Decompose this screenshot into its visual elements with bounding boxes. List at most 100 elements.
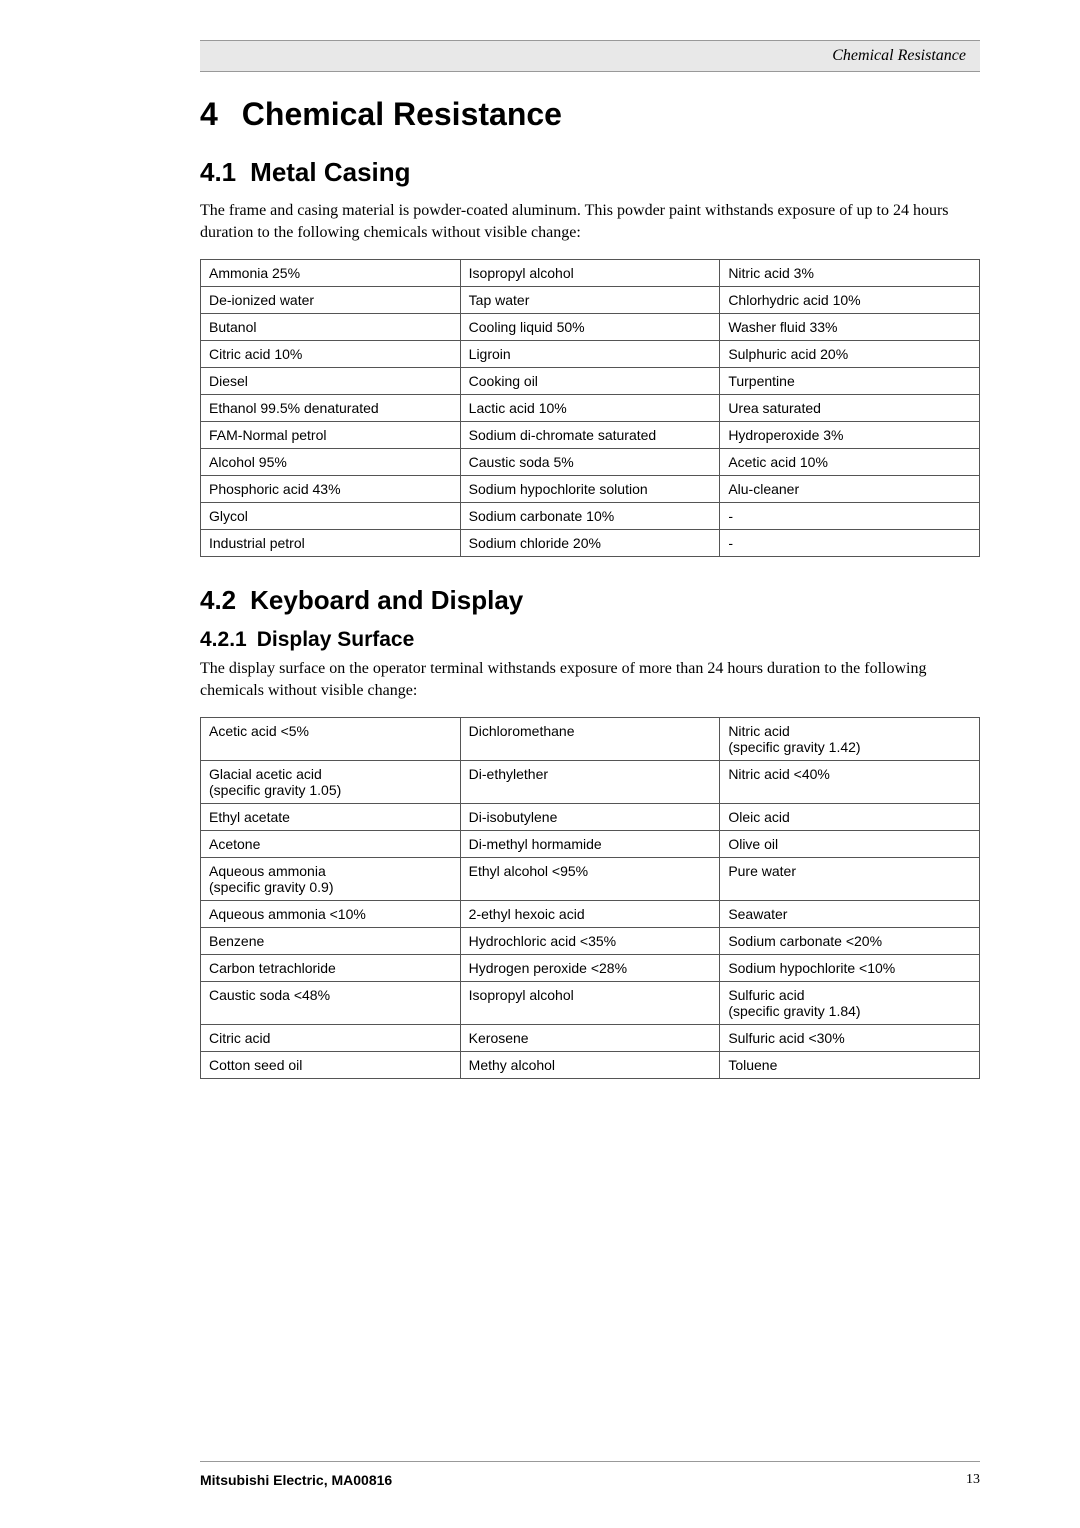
table-cell: Sodium di-chromate saturated [460,421,720,448]
table-cell: Sulphuric acid 20% [720,340,980,367]
table-cell: Washer fluid 33% [720,313,980,340]
table-cell: Nitric acid(specific gravity 1.42) [720,717,980,760]
table-cell: Seawater [720,900,980,927]
table-cell: Di-isobutylene [460,803,720,830]
table-cell: Glacial acetic acid(specific gravity 1.0… [201,760,461,803]
table-cell: Aqueous ammonia <10% [201,900,461,927]
footer-page-number: 13 [966,1472,980,1488]
table-cell: Sodium hypochlorite <10% [720,954,980,981]
table-row: Acetic acid <5%DichloromethaneNitric aci… [201,717,980,760]
table-row: Ethyl acetateDi-isobutyleneOleic acid [201,803,980,830]
display-surface-table: Acetic acid <5%DichloromethaneNitric aci… [200,717,980,1079]
heading-41-title: Metal Casing [250,157,410,187]
table-cell: - [720,529,980,556]
table-cell: Glycol [201,502,461,529]
table-cell: Diesel [201,367,461,394]
heading-chapter-number: 4 [200,96,218,132]
table-cell: Caustic soda <48% [201,981,461,1024]
table-cell: Cooking oil [460,367,720,394]
table-cell: Sulfuric acid <30% [720,1024,980,1051]
table-row: Citric acid 10%LigroinSulphuric acid 20% [201,340,980,367]
table-cell: Turpentine [720,367,980,394]
table-cell: Sodium carbonate <20% [720,927,980,954]
table-row: De-ionized waterTap waterChlorhydric aci… [201,286,980,313]
table-cell: Sodium carbonate 10% [460,502,720,529]
table-row: Phosphoric acid 43%Sodium hypochlorite s… [201,475,980,502]
table-cell: Ethyl acetate [201,803,461,830]
table-cell: Acetic acid <5% [201,717,461,760]
table-row: Alcohol 95%Caustic soda 5%Acetic acid 10… [201,448,980,475]
table-cell: Isopropyl alcohol [460,259,720,286]
table-cell: Phosphoric acid 43% [201,475,461,502]
display-surface-intro: The display surface on the operator term… [200,658,980,703]
page-footer: Mitsubishi Electric, MA00816 13 [200,1461,980,1488]
table-cell: Ethyl alcohol <95% [460,857,720,900]
table-cell: Butanol [201,313,461,340]
table-row: Carbon tetrachlorideHydrogen peroxide <2… [201,954,980,981]
table-cell: Hydrogen peroxide <28% [460,954,720,981]
table-cell: Aqueous ammonia(specific gravity 0.9) [201,857,461,900]
table-cell: Tap water [460,286,720,313]
table-row: Ethanol 99.5% denaturatedLactic acid 10%… [201,394,980,421]
table-cell: Ammonia 25% [201,259,461,286]
table-cell: Nitric acid <40% [720,760,980,803]
table-cell: Oleic acid [720,803,980,830]
table-row: Caustic soda <48%Isopropyl alcoholSulfur… [201,981,980,1024]
table-cell: Cotton seed oil [201,1051,461,1078]
table-row: BenzeneHydrochloric acid <35%Sodium carb… [201,927,980,954]
table-cell: Di-methyl hormamide [460,830,720,857]
table-row: Citric acidKeroseneSulfuric acid <30% [201,1024,980,1051]
heading-keyboard-display: 4.2 Keyboard and Display [200,585,980,616]
header-section-title: Chemical Resistance [200,40,980,72]
table-cell: Hydroperoxide 3% [720,421,980,448]
table-cell: Carbon tetrachloride [201,954,461,981]
table-cell: Benzene [201,927,461,954]
table-cell: Citric acid 10% [201,340,461,367]
table-cell: Dichloromethane [460,717,720,760]
table-cell: Pure water [720,857,980,900]
table-cell: Acetone [201,830,461,857]
table-cell: Cooling liquid 50% [460,313,720,340]
metal-casing-table: Ammonia 25%Isopropyl alcoholNitric acid … [200,259,980,557]
table-cell: Nitric acid 3% [720,259,980,286]
table-cell: - [720,502,980,529]
heading-41-number: 4.1 [200,157,236,187]
table-cell: Toluene [720,1051,980,1078]
table-cell: Olive oil [720,830,980,857]
table-cell: Industrial petrol [201,529,461,556]
table-cell: Alcohol 95% [201,448,461,475]
table-cell: Urea saturated [720,394,980,421]
table-cell: Chlorhydric acid 10% [720,286,980,313]
table-cell: Kerosene [460,1024,720,1051]
heading-42-number: 4.2 [200,585,236,615]
table-row: AcetoneDi-methyl hormamideOlive oil [201,830,980,857]
table-row: Ammonia 25%Isopropyl alcoholNitric acid … [201,259,980,286]
table-cell: Ethanol 99.5% denaturated [201,394,461,421]
footer-doc-id: Mitsubishi Electric, MA00816 [200,1472,392,1488]
table-row: Aqueous ammonia(specific gravity 0.9)Eth… [201,857,980,900]
table-cell: Di-ethylether [460,760,720,803]
table-row: FAM-Normal petrolSodium di-chromate satu… [201,421,980,448]
table-row: Industrial petrolSodium chloride 20%- [201,529,980,556]
metal-casing-intro: The frame and casing material is powder-… [200,200,980,245]
table-cell: 2-ethyl hexoic acid [460,900,720,927]
table-cell: Citric acid [201,1024,461,1051]
heading-chapter: 4Chemical Resistance [200,96,980,133]
table-cell: Alu-cleaner [720,475,980,502]
table-cell: Acetic acid 10% [720,448,980,475]
table-row: Glacial acetic acid(specific gravity 1.0… [201,760,980,803]
table-cell: Caustic soda 5% [460,448,720,475]
table-cell: FAM-Normal petrol [201,421,461,448]
heading-421-title: Display Surface [257,628,415,651]
heading-42-title: Keyboard and Display [250,585,523,615]
table-cell: De-ionized water [201,286,461,313]
table-cell: Sodium hypochlorite solution [460,475,720,502]
table-row: DieselCooking oilTurpentine [201,367,980,394]
table-cell: Methy alcohol [460,1051,720,1078]
table-cell: Hydrochloric acid <35% [460,927,720,954]
table-cell: Sulfuric acid(specific gravity 1.84) [720,981,980,1024]
table-cell: Ligroin [460,340,720,367]
table-row: Aqueous ammonia <10%2-ethyl hexoic acidS… [201,900,980,927]
table-row: Cotton seed oilMethy alcoholToluene [201,1051,980,1078]
table-row: GlycolSodium carbonate 10%- [201,502,980,529]
